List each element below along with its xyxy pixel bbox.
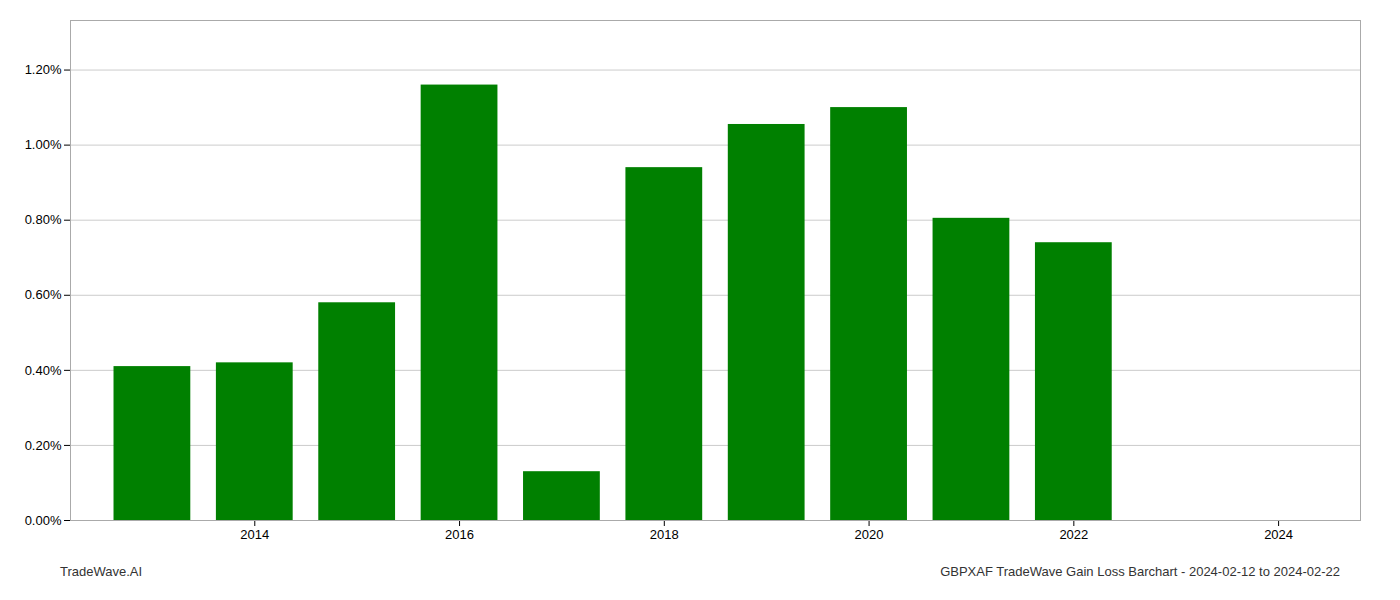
svg-text:2018: 2018 xyxy=(650,527,679,542)
html-text:TradeWave.AI: TradeWave.AI xyxy=(60,564,143,579)
html-text:GBPXAF TradeWave Gain Loss Bar: GBPXAF TradeWave Gain Loss Barchart - 20… xyxy=(940,564,1340,579)
svg-text:2024: 2024 xyxy=(1264,527,1293,542)
svg-text:0.00%: 0.00% xyxy=(25,513,62,528)
svg-text:1.00%: 1.00% xyxy=(25,137,62,152)
svg-text:0.80%: 0.80% xyxy=(25,212,62,227)
svg-text:2016: 2016 xyxy=(445,527,474,542)
svg-text:2020: 2020 xyxy=(855,527,884,542)
svg-text:0.60%: 0.60% xyxy=(25,287,62,302)
svg-text:0.20%: 0.20% xyxy=(25,438,62,453)
svg-text:1.20%: 1.20% xyxy=(25,62,62,77)
svg-text:0.40%: 0.40% xyxy=(25,363,62,378)
svg-text:2014: 2014 xyxy=(240,527,269,542)
svg-text:2022: 2022 xyxy=(1059,527,1088,542)
